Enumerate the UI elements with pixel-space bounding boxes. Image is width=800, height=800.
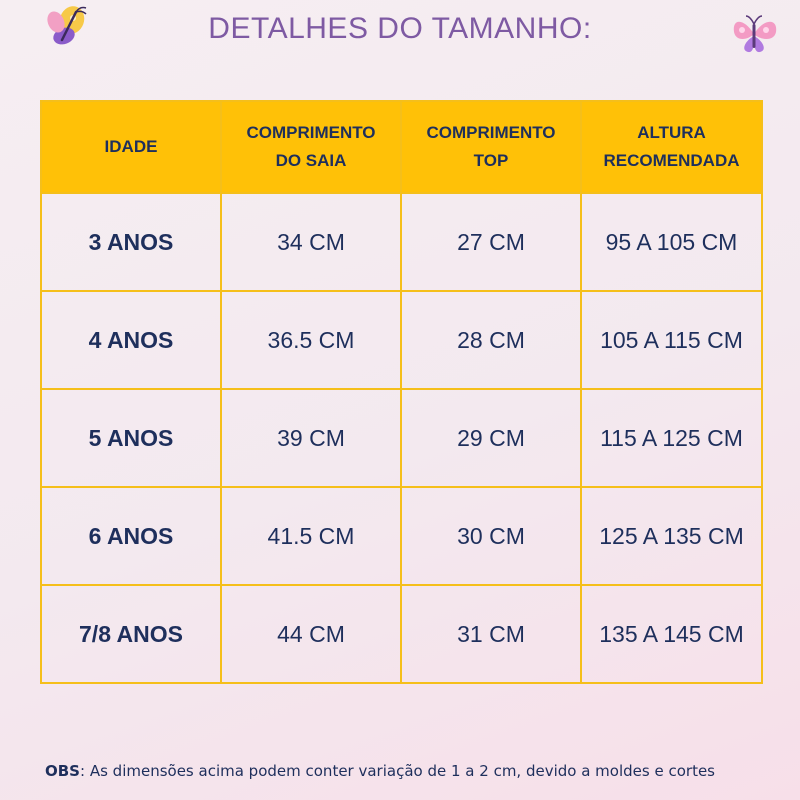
header-comprimento-top: COMPRIMENTO TOP: [400, 100, 582, 194]
top-length-cell: 28 CM: [400, 290, 582, 390]
butterfly-icon: [47, 6, 87, 45]
age-cell: 4 ANOS: [40, 290, 222, 390]
age-cell: 5 ANOS: [40, 388, 222, 488]
size-table: IDADE COMPRIMENTO DO SAIA COMPRIMENTO TOP …: [40, 100, 763, 684]
table-row: 3 ANOS 34 CM 27 CM 95 A 105 CM: [40, 192, 763, 292]
header-altura-recomendada: ALTURA RECOMENDADA: [580, 100, 763, 194]
skirt-length-cell: 36.5 CM: [220, 290, 402, 390]
top-length-cell: 31 CM: [400, 584, 582, 684]
note-body: : As dimensões acima podem conter variaç…: [80, 762, 715, 780]
header-idade: IDADE: [40, 100, 222, 194]
age-cell: 6 ANOS: [40, 486, 222, 586]
height-cell: 125 A 135 CM: [580, 486, 763, 586]
table-row: 4 ANOS 36.5 CM 28 CM 105 A 115 CM: [40, 290, 763, 390]
age-cell: 3 ANOS: [40, 192, 222, 292]
butterfly-icon: [733, 15, 777, 53]
skirt-length-cell: 41.5 CM: [220, 486, 402, 586]
table-row: 6 ANOS 41.5 CM 30 CM 125 A 135 CM: [40, 486, 763, 586]
table-header: IDADE COMPRIMENTO DO SAIA COMPRIMENTO TOP …: [40, 100, 763, 194]
top-length-cell: 27 CM: [400, 192, 582, 292]
page-title: DETALHES DO TAMANHO:: [208, 12, 592, 45]
skirt-length-cell: 39 CM: [220, 388, 402, 488]
table-row: 5 ANOS 39 CM 29 CM 115 A 125 CM: [40, 388, 763, 488]
skirt-length-cell: 34 CM: [220, 192, 402, 292]
skirt-length-cell: 44 CM: [220, 584, 402, 684]
height-cell: 95 A 105 CM: [580, 192, 763, 292]
table-row: 7/8 ANOS 44 CM 31 CM 135 A 145 CM: [40, 584, 763, 684]
height-cell: 105 A 115 CM: [580, 290, 763, 390]
top-length-cell: 29 CM: [400, 388, 582, 488]
age-cell: 7/8 ANOS: [40, 584, 222, 684]
height-cell: 115 A 125 CM: [580, 388, 763, 488]
height-cell: 135 A 145 CM: [580, 584, 763, 684]
top-length-cell: 30 CM: [400, 486, 582, 586]
note-text: OBS: As dimensões acima podem conter var…: [45, 762, 800, 780]
header-comprimento-saia: COMPRIMENTO DO SAIA: [220, 100, 402, 194]
note-label: OBS: [45, 762, 80, 780]
